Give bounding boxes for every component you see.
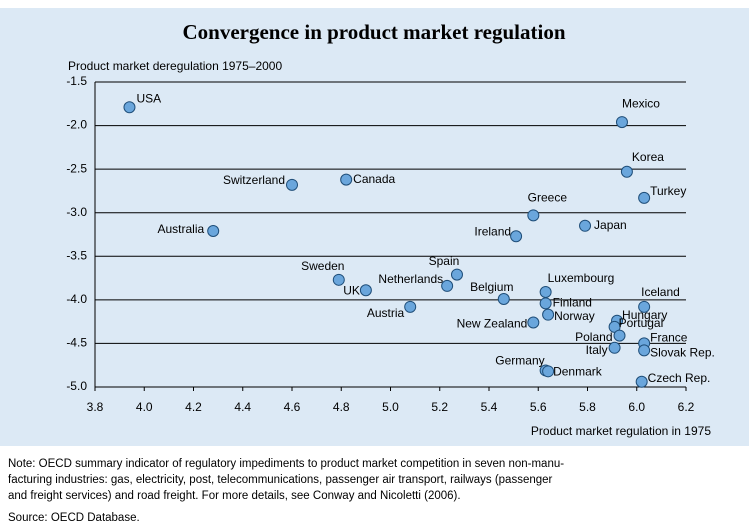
- point-label: Slovak Rep.: [650, 346, 715, 360]
- note-line: Note: OECD summary indicator of regulato…: [8, 458, 564, 470]
- point: [638, 344, 651, 357]
- point: [542, 308, 555, 321]
- y-tick-label: -5.0: [66, 379, 87, 393]
- point-label: Portugal: [619, 316, 664, 330]
- x-tick-label: 5.4: [481, 400, 498, 414]
- point: [340, 173, 353, 186]
- x-tick-label: 6.2: [678, 400, 695, 414]
- point-label: Canada: [353, 172, 395, 186]
- point-label: Iceland: [641, 285, 680, 299]
- point-label: Austria: [367, 306, 405, 320]
- point-label: Japan: [594, 218, 627, 232]
- point-label: Greece: [528, 191, 568, 205]
- point: [510, 230, 523, 243]
- y-tick-label: -3.5: [66, 248, 87, 262]
- point: [123, 101, 136, 114]
- x-axis-label: Product market regulation in 1975: [531, 424, 711, 438]
- point: [635, 375, 648, 388]
- point: [332, 273, 345, 286]
- point: [497, 292, 510, 305]
- point: [527, 316, 540, 329]
- point-label: Korea: [632, 150, 664, 164]
- x-tick-label: 5.0: [382, 400, 399, 414]
- point-label: Luxembourg: [548, 271, 615, 285]
- x-tick-label: 4.2: [185, 400, 202, 414]
- point: [638, 191, 651, 204]
- point: [608, 341, 621, 354]
- x-tick-label: 4.6: [284, 400, 301, 414]
- point-label: Mexico: [622, 96, 660, 110]
- point: [613, 329, 626, 342]
- point-label: Germany: [495, 354, 544, 368]
- x-tick-label: 4.8: [333, 400, 350, 414]
- point-label: Netherlands: [378, 272, 443, 286]
- point-label: Italy: [586, 343, 608, 357]
- point-label: Ireland: [474, 224, 511, 238]
- point-label: Czech Rep.: [648, 371, 711, 385]
- point-label: Australia: [158, 222, 205, 236]
- point-label: Hungary: [622, 308, 667, 322]
- point-label: France: [650, 331, 688, 345]
- y-tick-label: -4.5: [66, 336, 87, 350]
- x-tick-label: 6.0: [628, 400, 645, 414]
- point-label: New Zealand: [457, 317, 528, 331]
- point-label: Sweden: [301, 259, 344, 273]
- chart-title: Convergence in product market regulation: [182, 20, 565, 44]
- point-label: Poland: [575, 330, 612, 344]
- point: [620, 165, 633, 178]
- point-label: Switzerland: [223, 173, 285, 187]
- point: [539, 297, 552, 310]
- point: [542, 365, 555, 378]
- x-tick-label: 4.4: [234, 400, 251, 414]
- point: [286, 178, 298, 191]
- x-tick-label: 5.2: [431, 400, 448, 414]
- point-label: Denmark: [553, 364, 603, 378]
- x-tick-label: 4.0: [136, 400, 153, 414]
- point-label: Finland: [553, 296, 592, 310]
- point-label: USA: [136, 91, 161, 105]
- point-label: Belgium: [470, 280, 513, 294]
- x-tick-label: 5.6: [530, 400, 547, 414]
- point-label: Turkey: [650, 184, 686, 198]
- point: [615, 116, 628, 129]
- point-label: UK: [343, 283, 360, 297]
- point: [527, 209, 540, 222]
- point: [579, 219, 592, 232]
- x-tick-label: 3.8: [87, 400, 104, 414]
- y-tick-label: -3.0: [66, 205, 87, 219]
- y-axis-label: Product market deregulation 1975–2000: [68, 59, 282, 73]
- point: [539, 286, 552, 299]
- note-line: and freight services) and road freight. …: [8, 490, 461, 502]
- point: [638, 300, 651, 313]
- point-label: Norway: [554, 309, 595, 323]
- y-tick-label: -1.5: [66, 74, 87, 88]
- panel: [0, 8, 749, 446]
- point: [404, 300, 417, 313]
- point: [207, 225, 220, 238]
- point-label: Spain: [429, 254, 460, 268]
- point: [359, 284, 372, 297]
- source: Source: OECD Database.: [8, 512, 140, 524]
- note-line: facturing industries: gas, electricity, …: [8, 474, 553, 486]
- y-tick-label: -4.0: [66, 292, 87, 306]
- point: [441, 279, 454, 292]
- y-tick-label: -2.5: [66, 161, 87, 175]
- x-tick-label: 5.8: [579, 400, 596, 414]
- y-tick-label: -2.0: [66, 118, 87, 132]
- point: [450, 268, 463, 281]
